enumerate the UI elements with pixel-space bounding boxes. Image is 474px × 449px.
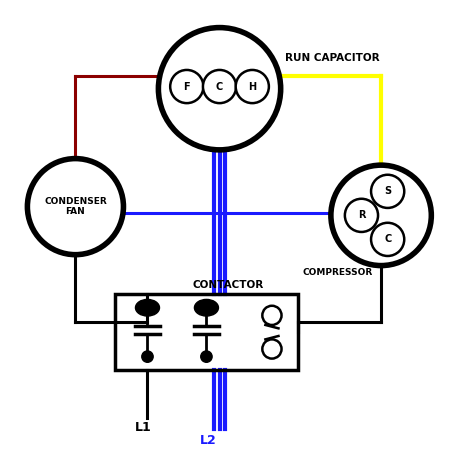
Circle shape (158, 27, 281, 150)
Circle shape (262, 339, 282, 359)
Ellipse shape (136, 299, 159, 316)
Text: COMPRESSOR: COMPRESSOR (302, 268, 373, 277)
Text: H: H (248, 82, 256, 92)
Text: CONDENSER
FAN: CONDENSER FAN (44, 197, 107, 216)
Circle shape (331, 165, 431, 265)
Circle shape (345, 199, 378, 232)
Text: L2: L2 (200, 434, 217, 447)
Circle shape (142, 351, 153, 362)
Text: F: F (183, 82, 190, 92)
Text: C: C (216, 82, 223, 92)
Text: RUN CAPACITOR: RUN CAPACITOR (285, 53, 380, 63)
Circle shape (236, 70, 269, 103)
Circle shape (201, 351, 212, 362)
Text: CONTACTOR: CONTACTOR (193, 281, 264, 291)
Text: L1: L1 (135, 421, 152, 434)
Circle shape (262, 306, 282, 325)
Circle shape (371, 175, 404, 208)
Circle shape (27, 158, 123, 255)
Text: R: R (358, 211, 365, 220)
Circle shape (371, 223, 404, 256)
Bar (115, 294, 298, 370)
Ellipse shape (194, 299, 219, 316)
Text: C: C (384, 234, 391, 244)
Text: S: S (384, 186, 391, 196)
Circle shape (170, 70, 203, 103)
Circle shape (203, 70, 236, 103)
